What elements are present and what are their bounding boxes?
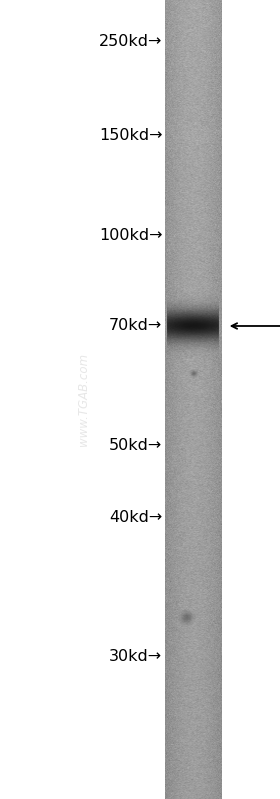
Text: www.TGAB.com: www.TGAB.com bbox=[78, 353, 90, 446]
Text: 70kd→: 70kd→ bbox=[109, 319, 162, 333]
Text: 30kd→: 30kd→ bbox=[109, 650, 162, 664]
Text: 100kd→: 100kd→ bbox=[99, 229, 162, 243]
Text: 150kd→: 150kd→ bbox=[99, 129, 162, 143]
Text: 250kd→: 250kd→ bbox=[99, 34, 162, 49]
Text: 50kd→: 50kd→ bbox=[109, 439, 162, 453]
Text: 40kd→: 40kd→ bbox=[109, 511, 162, 525]
